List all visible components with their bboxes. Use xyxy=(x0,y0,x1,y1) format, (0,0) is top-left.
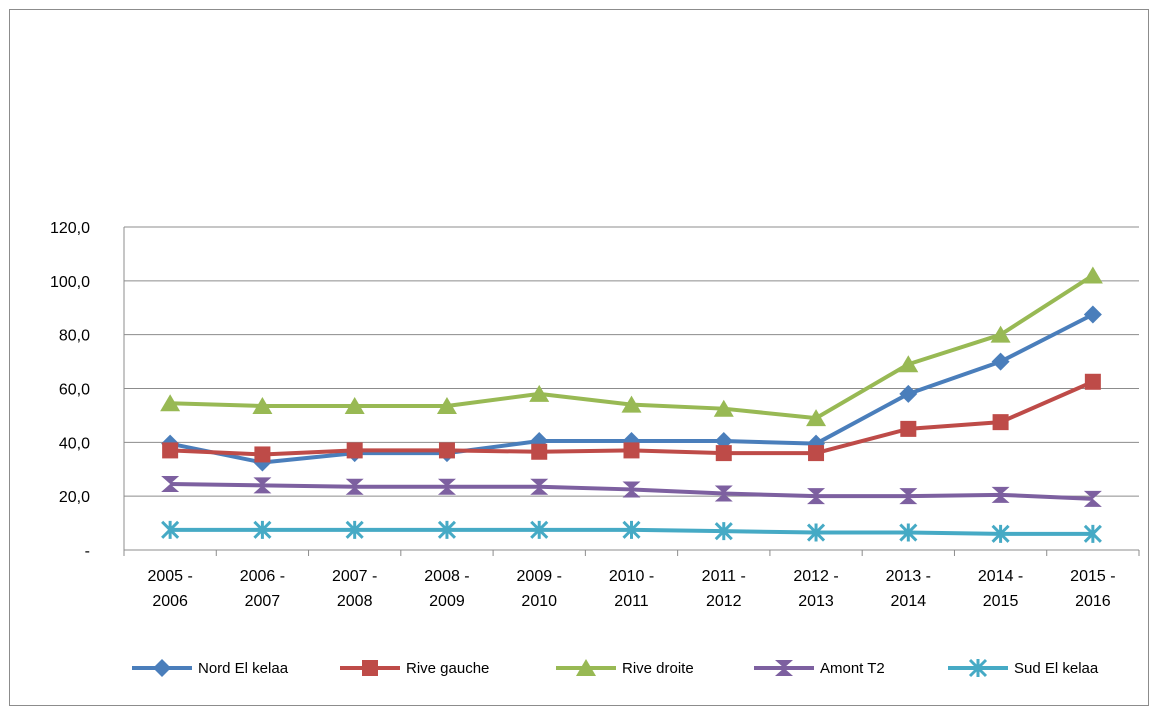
data-point xyxy=(900,420,917,437)
y-tick-labels: - 20,0 40,0 60,0 80,0 100,0 120,0 xyxy=(50,220,90,560)
legend-label: Sud El kelaa xyxy=(1014,660,1099,677)
legend-swatch-marker xyxy=(968,658,988,678)
data-point xyxy=(990,325,1011,343)
y-tick-label: 80,0 xyxy=(59,328,90,345)
data-point xyxy=(714,522,733,541)
x-tick-label: 2013 -2014 xyxy=(886,568,931,610)
data-point xyxy=(899,488,918,505)
data-point xyxy=(622,481,641,498)
data-point xyxy=(621,395,642,413)
data-point xyxy=(622,520,641,539)
data-point xyxy=(715,445,732,462)
x-tick-label: 2014 -2015 xyxy=(978,568,1023,610)
legend-label: Nord El kelaa xyxy=(198,660,289,677)
data-point xyxy=(1083,524,1102,543)
x-tick-label: 2008 -2009 xyxy=(424,568,469,610)
data-point xyxy=(808,445,825,462)
legend-swatch-marker xyxy=(153,659,171,677)
data-point xyxy=(1082,266,1103,284)
data-point xyxy=(898,355,919,373)
data-point xyxy=(623,442,640,459)
x-tick-label: 2010 -2011 xyxy=(609,568,654,610)
legend-label: Rive gauche xyxy=(406,660,489,677)
x-tick-label: 2006 -2007 xyxy=(240,568,285,610)
data-point xyxy=(713,399,734,417)
data-point xyxy=(1084,373,1101,390)
data-point xyxy=(1083,490,1102,507)
data-point xyxy=(344,396,365,414)
data-point xyxy=(253,477,272,494)
data-point xyxy=(438,442,455,459)
data-point xyxy=(160,394,181,412)
data-point xyxy=(992,414,1009,431)
data-point xyxy=(991,524,1010,543)
axes xyxy=(123,227,1140,556)
series-5 xyxy=(161,520,1102,543)
y-tick-label: 60,0 xyxy=(59,382,90,399)
data-point xyxy=(345,478,364,495)
legend-item: Amont T2 xyxy=(754,660,885,677)
data-point xyxy=(1083,305,1102,324)
data-point xyxy=(253,520,272,539)
x-tick-label: 2011 -2012 xyxy=(702,568,746,610)
x-tick-label: 2005 -2006 xyxy=(147,568,192,610)
y-tick-label: 120,0 xyxy=(50,220,90,237)
x-tick-labels: 2005 -2006 2006 -2007 2007 -2008 2008 -2009… xyxy=(147,568,1115,610)
data-point xyxy=(252,396,273,414)
data-point xyxy=(437,520,457,539)
data-point xyxy=(254,446,271,463)
legend-swatch-marker xyxy=(576,659,596,676)
data-point xyxy=(530,520,549,539)
data-point xyxy=(714,485,733,502)
legend: Nord El kelaa Rive gauche Rive droite Amont… xyxy=(132,658,1099,678)
data-point xyxy=(806,523,826,542)
series-2 xyxy=(162,373,1101,463)
data-point xyxy=(807,488,826,505)
data-point xyxy=(529,384,550,402)
data-point xyxy=(346,442,363,459)
legend-item: Sud El kelaa xyxy=(948,658,1099,678)
legend-swatch-marker xyxy=(775,660,793,676)
data-point xyxy=(162,442,179,459)
y-tick-label: 20,0 xyxy=(59,489,90,506)
data-point xyxy=(899,523,918,542)
series-3 xyxy=(160,266,1103,427)
legend-label: Amont T2 xyxy=(820,660,885,677)
data-point xyxy=(806,409,827,427)
data-point xyxy=(437,478,456,495)
legend-swatch-marker xyxy=(362,660,378,676)
legend-item: Rive droite xyxy=(556,659,694,677)
data-point xyxy=(161,476,180,493)
legend-item: Rive gauche xyxy=(340,660,489,677)
data-point xyxy=(345,520,364,539)
data-point xyxy=(436,396,457,414)
x-tick-label: 2015 -2016 xyxy=(1070,568,1115,610)
legend-item: Nord El kelaa xyxy=(132,659,289,677)
chart-area: -20,0 40,0 60,0 80,0 100,0 120,0 2005 -2006 20… xyxy=(9,9,1149,706)
legend-label: Rive droite xyxy=(622,660,694,677)
x-tick-label: 2009 -2010 xyxy=(517,568,562,610)
data-point xyxy=(530,478,549,495)
data-point xyxy=(991,486,1010,503)
series-lines xyxy=(160,266,1103,543)
y-tick-label: - xyxy=(85,543,90,560)
data-point xyxy=(161,520,180,539)
y-tick-label: 40,0 xyxy=(59,435,90,452)
series-4 xyxy=(161,476,1102,507)
data-point xyxy=(531,443,548,460)
y-tick-label: 100,0 xyxy=(50,274,90,291)
x-tick-label: 2007 -2008 xyxy=(332,568,377,610)
x-tick-label: 2012 -2013 xyxy=(793,568,838,610)
data-point xyxy=(899,384,918,403)
data-point xyxy=(991,352,1010,371)
